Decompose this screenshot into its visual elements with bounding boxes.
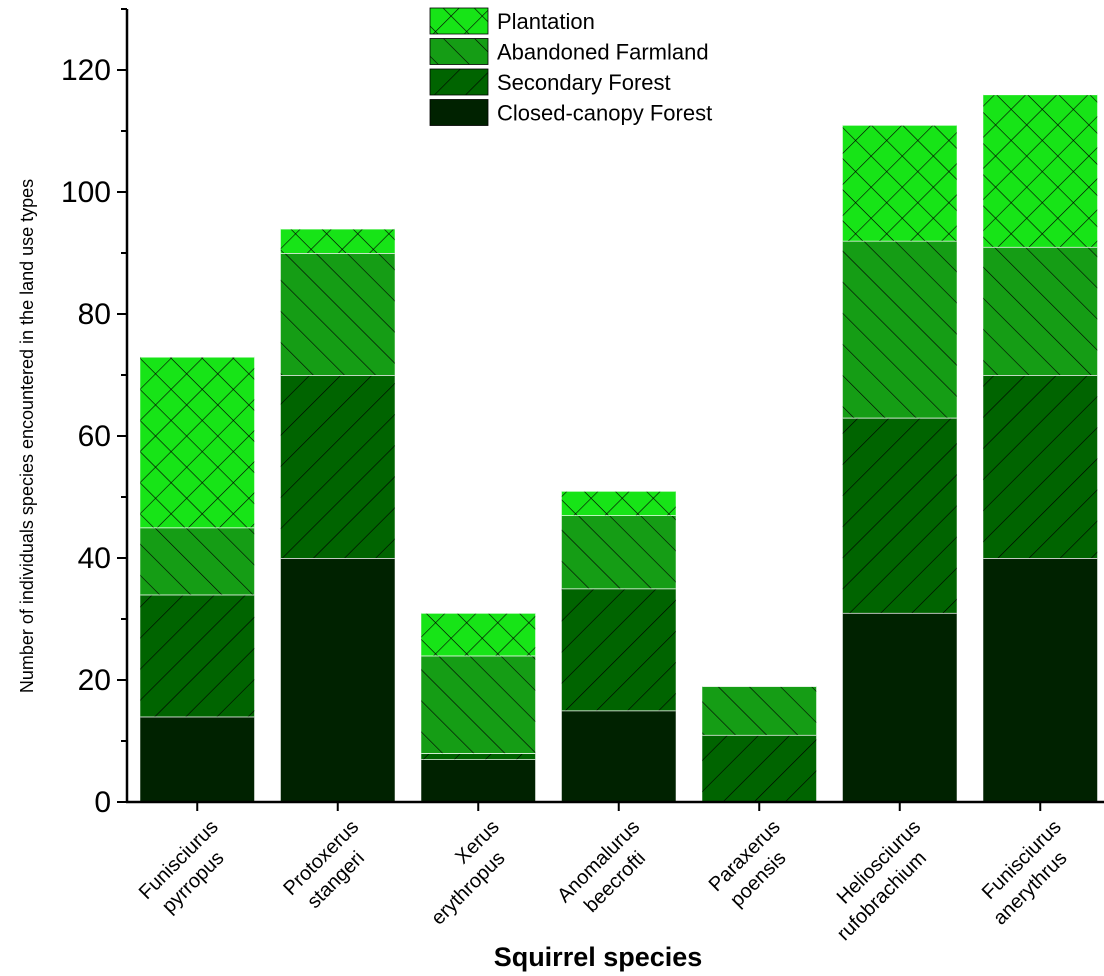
abandoned-farmland-segment-paraxerus-poensis-hatch	[702, 686, 816, 735]
legend-secondary-forest-label: Secondary Forest	[497, 70, 671, 95]
y-tick-label-100: 100	[61, 176, 111, 209]
legend-plantation-label: Plantation	[497, 9, 595, 34]
abandoned-farmland-segment-funisciurus-anerythrus-hatch	[983, 247, 1097, 375]
abandoned-farmland-segment-anomalurus-beecrofti-hatch	[562, 515, 676, 588]
secondary-forest-segment-protoxerus-stangeri-hatch	[281, 375, 395, 558]
closed-canopy-forest-segment-funisciurus-anerythrus	[983, 558, 1097, 802]
y-tick-label-80: 80	[78, 298, 111, 331]
closed-canopy-forest-segment-anomalurus-beecrofti	[562, 711, 676, 803]
closed-canopy-forest-segment-funisciurus-pyrropus	[140, 717, 254, 802]
bars-layer	[140, 94, 1097, 802]
secondary-forest-segment-paraxerus-poensis-hatch	[702, 735, 816, 802]
secondary-forest-segment-heliosciurus-rufobrachium-hatch	[843, 418, 957, 613]
legend: Plantation Abandoned Farmland Secondary Fo…	[430, 8, 712, 126]
y-tick-label-0: 0	[94, 786, 111, 819]
abandoned-farmland-segment-protoxerus-stangeri-hatch	[281, 253, 395, 375]
legend-abandoned-farmland-swatch-hatch	[430, 39, 488, 65]
y-axis-title: Number of individuals species encountere…	[17, 179, 37, 693]
secondary-forest-segment-funisciurus-anerythrus-hatch	[983, 375, 1097, 558]
y-tick-label-20: 20	[78, 664, 111, 697]
plantation-segment-funisciurus-pyrropus-hatch	[140, 357, 254, 528]
y-tick-label-60: 60	[78, 420, 111, 453]
abandoned-farmland-segment-funisciurus-pyrropus-hatch	[140, 528, 254, 595]
legend-secondary-forest-swatch-hatch	[430, 69, 488, 95]
secondary-forest-segment-xerus-erythropus-hatch	[421, 753, 535, 759]
closed-canopy-forest-segment-heliosciurus-rufobrachium	[843, 613, 957, 802]
legend-closed-canopy-forest-label: Closed-canopy Forest	[497, 101, 712, 126]
abandoned-farmland-segment-heliosciurus-rufobrachium-hatch	[843, 241, 957, 418]
plantation-segment-protoxerus-stangeri-hatch	[281, 229, 395, 253]
plantation-segment-anomalurus-beecrofti-hatch	[562, 491, 676, 515]
plantation-segment-funisciurus-anerythrus-hatch	[983, 94, 1097, 247]
legend-abandoned-farmland-label: Abandoned Farmland	[497, 40, 709, 65]
legend-closed-canopy-forest-swatch	[430, 100, 488, 126]
y-tick-label-120: 120	[61, 54, 111, 87]
secondary-forest-segment-anomalurus-beecrofti-hatch	[562, 589, 676, 711]
closed-canopy-forest-segment-xerus-erythropus	[421, 759, 535, 802]
y-tick-label-40: 40	[78, 542, 111, 575]
x-axis-title: Squirrel species	[494, 942, 703, 972]
closed-canopy-forest-segment-protoxerus-stangeri	[281, 558, 395, 802]
abandoned-farmland-segment-xerus-erythropus-hatch	[421, 656, 535, 754]
legend-plantation-swatch-hatch	[430, 8, 488, 34]
plantation-segment-heliosciurus-rufobrachium-hatch	[843, 125, 957, 241]
secondary-forest-segment-funisciurus-pyrropus-hatch	[140, 595, 254, 717]
plantation-segment-xerus-erythropus-hatch	[421, 613, 535, 656]
